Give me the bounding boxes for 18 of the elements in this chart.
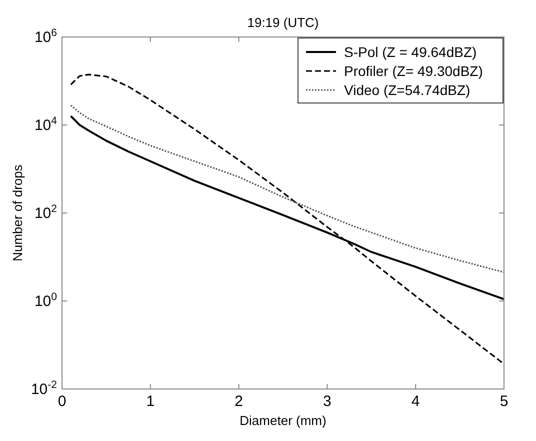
legend-label: S-Pol (Z = 49.64dBZ) <box>344 44 477 60</box>
chart-title: 19:19 (UTC) <box>247 15 319 30</box>
x-tick-label: 3 <box>323 393 332 410</box>
x-tick-label: 2 <box>234 393 243 410</box>
x-tick-label: 1 <box>146 393 155 410</box>
x-tick-label: 4 <box>411 393 420 410</box>
line-series <box>70 104 504 274</box>
y-tick-label: 10$^{4}$ <box>34 115 58 134</box>
x-tick-label: 0 <box>58 393 66 410</box>
y-tick-label: 10$^{6}$ <box>34 27 58 46</box>
y-tick-label: 10$^{2}$ <box>34 203 58 222</box>
y-tick-label: 10$^{-2}$ <box>30 379 58 398</box>
x-tick-label: 5 <box>500 393 508 410</box>
legend-label: Video (Z=54.74dBZ) <box>344 82 470 98</box>
y-tick-label: 10$^{0}$ <box>34 291 58 310</box>
legend-label: Profiler (Z= 49.30dBZ) <box>344 63 483 79</box>
y-axis-title: Number of drops <box>10 164 25 262</box>
x-axis-title: Diameter (mm) <box>240 413 326 428</box>
